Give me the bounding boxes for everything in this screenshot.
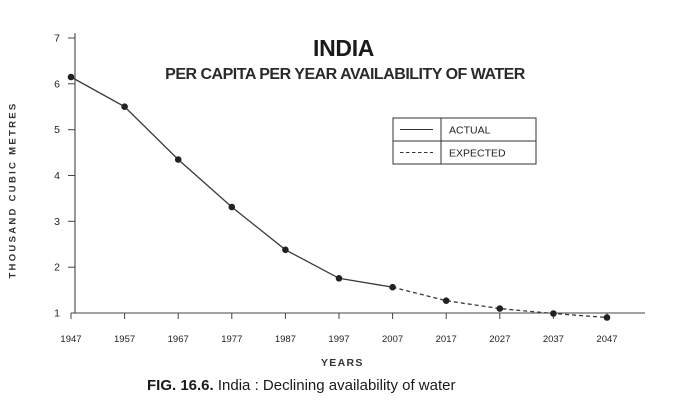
svg-text:1967: 1967: [168, 334, 189, 345]
svg-text:1977: 1977: [221, 334, 242, 345]
svg-text:2027: 2027: [489, 334, 510, 345]
svg-text:1947: 1947: [60, 334, 81, 345]
svg-text:1: 1: [54, 308, 60, 320]
svg-text:2007: 2007: [382, 334, 403, 345]
svg-text:1987: 1987: [275, 334, 296, 345]
svg-text:2037: 2037: [543, 334, 564, 345]
svg-text:4: 4: [54, 170, 60, 182]
svg-text:1997: 1997: [328, 334, 349, 345]
svg-text:2: 2: [54, 262, 60, 274]
svg-text:7: 7: [54, 33, 60, 45]
svg-text:EXPECTED: EXPECTED: [449, 148, 506, 160]
svg-text:6: 6: [54, 78, 60, 90]
svg-text:2047: 2047: [596, 334, 617, 345]
svg-text:2017: 2017: [436, 334, 457, 345]
svg-text:1957: 1957: [114, 334, 135, 345]
svg-text:ACTUAL: ACTUAL: [449, 125, 491, 137]
svg-text:3: 3: [54, 216, 60, 228]
svg-text:5: 5: [54, 124, 60, 136]
